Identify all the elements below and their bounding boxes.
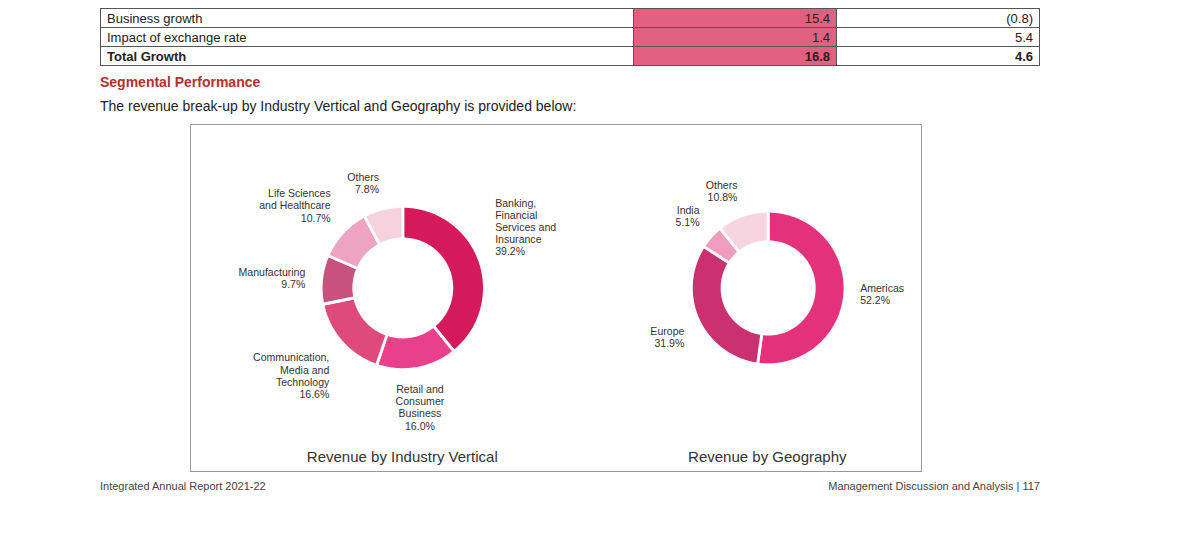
svg-text:Americas52.2%: Americas52.2% <box>860 282 904 306</box>
svg-text:India5.1%: India5.1% <box>675 204 699 228</box>
html-text:The revenue break-up by Indust: The revenue break-up by Industry Vertica… <box>100 98 577 114</box>
html-text:Segmental Performance: Segmental Performance <box>100 74 261 90</box>
html-text:1.4: 1.4 <box>811 29 830 45</box>
html-text:5.4: 5.4 <box>1014 29 1033 45</box>
svg-text:Retail andConsumerBusiness16.0: Retail andConsumerBusiness16.0% <box>396 383 445 431</box>
html-text:(0.8): (0.8) <box>1006 10 1033 26</box>
html-text:Revenue by Geography: Revenue by Geography <box>688 448 847 465</box>
svg-text:Others7.8%: Others7.8% <box>347 171 379 195</box>
html-text:Management Discussion and Anal: Management Discussion and Analysis | 117 <box>828 480 1040 492</box>
svg-text:Life Sciencesand Healthcare10.: Life Sciencesand Healthcare10.7% <box>259 187 331 223</box>
svg-text:Communication,Media andTechnol: Communication,Media andTechnology16.6% <box>253 351 330 399</box>
html-text:4.6: 4.6 <box>1014 48 1033 64</box>
html-text:Revenue by Industry Vertical: Revenue by Industry Vertical <box>306 448 498 465</box>
svg-text:Europe31.9%: Europe31.9% <box>650 325 684 349</box>
svg-text:Manufacturing9.7%: Manufacturing9.7% <box>239 266 306 290</box>
svg-text:Others10.8%: Others10.8% <box>705 179 737 203</box>
html-text:15.4: 15.4 <box>804 10 830 26</box>
html-text:Business growth: Business growth <box>107 10 203 26</box>
html-text:16.8: 16.8 <box>804 48 830 64</box>
html-text:Integrated Annual Report 2021-: Integrated Annual Report 2021-22 <box>100 480 266 492</box>
svg-text:Banking,FinancialServices andI: Banking,FinancialServices andInsurance39… <box>495 197 556 258</box>
html-text:Impact of exchange rate: Impact of exchange rate <box>107 29 247 45</box>
html-text:Total Growth: Total Growth <box>107 48 187 64</box>
